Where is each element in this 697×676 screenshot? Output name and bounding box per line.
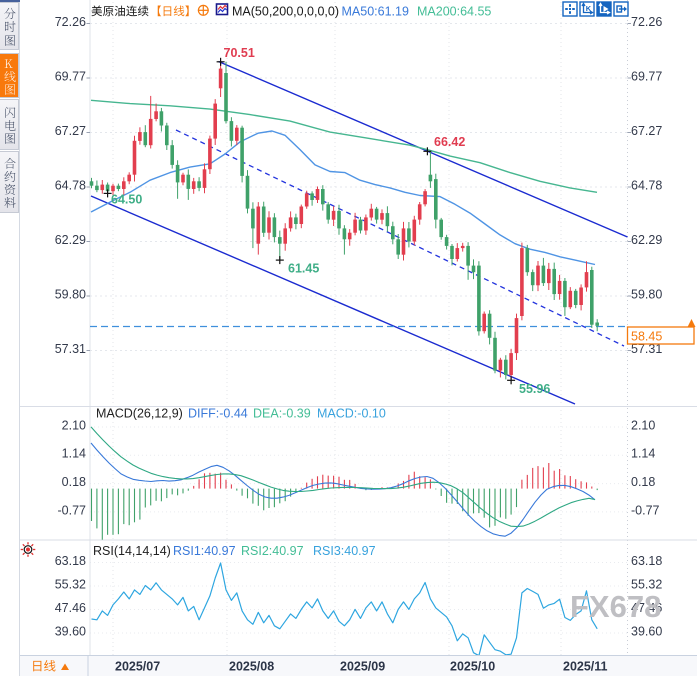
svg-text:55.32: 55.32 xyxy=(631,577,662,591)
svg-text:K: K xyxy=(586,4,592,13)
svg-text:2025/11: 2025/11 xyxy=(563,660,608,674)
svg-text:2025/08: 2025/08 xyxy=(229,660,274,674)
svg-text:39.60: 39.60 xyxy=(631,624,662,638)
svg-text:64.78: 64.78 xyxy=(631,178,662,192)
svg-text:47.46: 47.46 xyxy=(55,601,86,615)
svg-text:RSI2:40.97: RSI2:40.97 xyxy=(241,544,304,558)
svg-text:70.51: 70.51 xyxy=(224,46,255,60)
svg-text:MA200:64.55: MA200:64.55 xyxy=(417,4,491,18)
svg-text:2025/09: 2025/09 xyxy=(340,660,385,674)
svg-text:-0.77: -0.77 xyxy=(631,503,660,517)
svg-text:64.50: 64.50 xyxy=(111,193,142,207)
svg-text:RSI3:40.97: RSI3:40.97 xyxy=(313,544,376,558)
svg-text:0.18: 0.18 xyxy=(631,475,655,489)
svg-text:MACD:-0.10: MACD:-0.10 xyxy=(317,407,386,421)
svg-text:1.14: 1.14 xyxy=(631,447,655,461)
svg-text:0.18: 0.18 xyxy=(62,475,86,489)
svg-text:DEA:-0.39: DEA:-0.39 xyxy=(253,407,311,421)
svg-text:72.26: 72.26 xyxy=(631,15,662,29)
svg-text:67.27: 67.27 xyxy=(631,124,662,138)
svg-text:MA(50,200,0,0,0,0): MA(50,200,0,0,0,0) xyxy=(232,4,339,18)
svg-text:63.18: 63.18 xyxy=(631,554,662,568)
svg-text:57.31: 57.31 xyxy=(55,342,86,356)
svg-text:62.29: 62.29 xyxy=(631,233,662,247)
svg-text:57.31: 57.31 xyxy=(631,342,662,356)
svg-text:55.96: 55.96 xyxy=(519,382,550,396)
svg-text:DIFF:-0.44: DIFF:-0.44 xyxy=(188,407,248,421)
svg-text:67.27: 67.27 xyxy=(55,124,86,138)
svg-text:72.26: 72.26 xyxy=(55,15,86,29)
svg-text:58.45: 58.45 xyxy=(631,330,662,344)
svg-text:59.80: 59.80 xyxy=(631,287,662,301)
svg-text:MA50:61.19: MA50:61.19 xyxy=(342,4,409,18)
svg-text:2.10: 2.10 xyxy=(62,418,86,432)
svg-text:39.60: 39.60 xyxy=(55,624,86,638)
svg-text:2025/10: 2025/10 xyxy=(450,660,495,674)
svg-text:-0.77: -0.77 xyxy=(58,503,87,517)
svg-text:47.46: 47.46 xyxy=(631,601,662,615)
svg-text:RSI(14,14,14): RSI(14,14,14) xyxy=(93,544,171,558)
svg-text:69.77: 69.77 xyxy=(55,69,86,83)
svg-text:61.45: 61.45 xyxy=(288,262,319,276)
svg-text:59.80: 59.80 xyxy=(55,287,86,301)
svg-text:69.77: 69.77 xyxy=(631,69,662,83)
svg-text:RSI1:40.97: RSI1:40.97 xyxy=(173,544,236,558)
svg-text:FX678: FX678 xyxy=(570,589,661,624)
svg-text:62.29: 62.29 xyxy=(55,233,86,247)
svg-text:55.32: 55.32 xyxy=(55,577,86,591)
svg-text:66.42: 66.42 xyxy=(434,135,465,149)
svg-text:MACD(26,12,9): MACD(26,12,9) xyxy=(96,407,183,421)
svg-text:64.78: 64.78 xyxy=(55,178,86,192)
svg-text:1.14: 1.14 xyxy=(62,447,86,461)
svg-text:63.18: 63.18 xyxy=(55,554,86,568)
svg-text:2025/07: 2025/07 xyxy=(115,660,160,674)
svg-text:2.10: 2.10 xyxy=(631,418,655,432)
